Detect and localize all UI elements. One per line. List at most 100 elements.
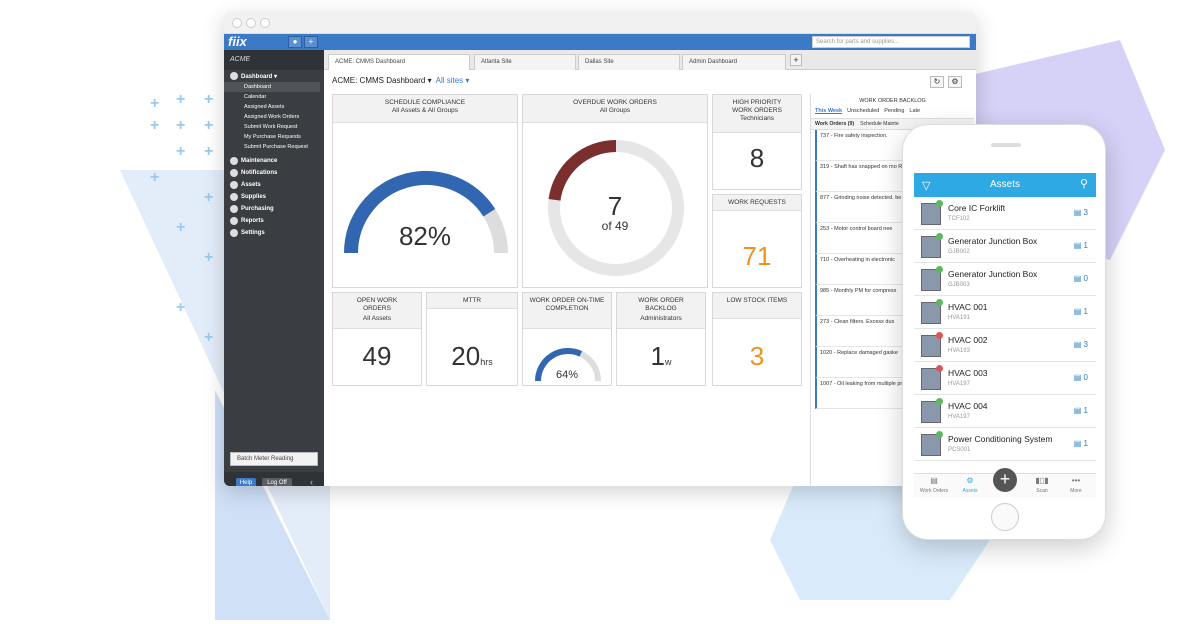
plus-decoration-icon: + (204, 329, 214, 346)
list-item[interactable]: HVAC 001 HVA191 ▤ 1 (914, 296, 1096, 329)
tab-scan[interactable]: Scan (1036, 488, 1048, 494)
list-item[interactable]: Generator Junction Box GJB003 ▤ 0 (914, 263, 1096, 296)
tab-atlanta-site[interactable]: Atlanta Site (474, 54, 576, 70)
asset-id: HVA197 (948, 414, 970, 420)
work-order-count[interactable]: ▤ 1 (1073, 307, 1088, 316)
window-dot[interactable] (246, 18, 256, 28)
list-item[interactable]: 273 - Clean filters. Excess dus (815, 316, 974, 347)
low-stock-widget[interactable]: LOW STOCK ITEMS 3 (712, 292, 802, 386)
window-dot[interactable] (260, 18, 270, 28)
sidebar-subitem[interactable]: Assigned Work Orders (244, 114, 300, 120)
sidebar-subitem[interactable]: My Purchase Requests (244, 134, 301, 140)
list-item[interactable]: 319 - Shaft has snapped on mo Replacemen… (815, 161, 974, 192)
settings-icon[interactable]: ⚙ (948, 76, 962, 88)
backlog-subtab[interactable]: Schedule Mainte (860, 121, 899, 127)
assets-icon (230, 181, 238, 189)
list-item[interactable]: 1007 - Oil leaking from multiple press. (815, 378, 974, 409)
sidebar-subitem[interactable]: Calendar (244, 94, 267, 100)
clipboard-icon: ▤ (1073, 406, 1082, 415)
sidebar-subitem[interactable]: Dashboard (224, 82, 320, 92)
backlog-tab[interactable]: Unscheduled (847, 108, 880, 114)
backlog-subtab[interactable]: Work Orders (9) (815, 121, 855, 127)
tab-cmms-dashboard[interactable]: ACME: CMMS Dashboard (328, 54, 470, 70)
help-button[interactable]: Help (236, 478, 256, 486)
sidebar-subitem[interactable]: Assigned Assets (244, 104, 285, 110)
on-time-completion-widget[interactable]: WORK ORDER ON-TIME COMPLETION 64% (522, 292, 612, 386)
sites-dropdown[interactable]: All sites ▾ (435, 76, 470, 85)
list-item[interactable]: 877 - Grinding noise detected. be taken … (815, 192, 974, 223)
mttr-widget[interactable]: MTTR 20hrs (426, 292, 518, 386)
filter-icon[interactable]: ▽ (922, 180, 931, 192)
tab-dallas-site[interactable]: Dallas Site (578, 54, 680, 70)
barcode-icon[interactable]: ▮▯▮ (1035, 476, 1049, 485)
browser-window: fiix ● + Search for parts and supplies..… (224, 12, 976, 486)
sidebar-item-dashboard[interactable]: Dashboard ▾ (224, 70, 324, 82)
work-order-count[interactable]: ▤ 1 (1073, 241, 1088, 250)
sidebar-item-assets[interactable]: Assets (224, 179, 324, 191)
backlog-tab[interactable]: Pending (884, 108, 905, 114)
open-work-orders-widget[interactable]: OPEN WORK ORDERS All Assets 49 (332, 292, 422, 386)
backlog-widget[interactable]: WORK ORDER BACKLOG Administrators 1w (616, 292, 706, 386)
sidebar-item-maintenance[interactable]: Maintenance (224, 155, 324, 167)
asset-name: Power Conditioning System (948, 434, 1053, 444)
assets-icon[interactable]: ⚙ (966, 476, 974, 485)
work-order-count[interactable]: ▤ 0 (1073, 274, 1088, 283)
sidebar-item-supplies[interactable]: Supplies (224, 191, 324, 203)
sidebar-subitem[interactable]: Submit Work Request (244, 124, 298, 130)
batch-meter-reading-button[interactable]: Batch Meter Reading (230, 452, 318, 466)
list-item[interactable]: Power Conditioning System PCS001 ▤ 1 (914, 428, 1096, 461)
home-button[interactable] (991, 503, 1019, 531)
list-item[interactable]: 253 - Motor control board nee (815, 223, 974, 254)
sidebar-item-settings[interactable]: Settings (224, 227, 324, 239)
status-dot (936, 398, 943, 405)
list-item[interactable]: 737 - Fire safety inspection. (815, 130, 974, 161)
add-icon[interactable]: + (304, 36, 318, 48)
asset-name: HVAC 003 (948, 368, 988, 378)
backlog-tab[interactable]: This Week (815, 108, 843, 114)
add-tab-button[interactable]: + (790, 54, 802, 66)
logoff-button[interactable]: Log Off (262, 478, 292, 486)
mttr-value: 20hrs (451, 341, 493, 371)
work-order-count[interactable]: ▤ 1 (1073, 439, 1088, 448)
list-item[interactable]: Generator Junction Box GJB002 ▤ 1 (914, 230, 1096, 263)
work-requests-widget[interactable]: WORK REQUESTS 71 (712, 194, 802, 288)
list-item[interactable]: HVAC 004 HVA197 ▤ 1 (914, 395, 1096, 428)
overdue-work-orders-widget[interactable]: OVERDUE WORK ORDERS All Groups 7 of 49 (522, 94, 708, 288)
list-item[interactable]: 985 - Monthly PM for compress (815, 285, 974, 316)
dashboard-title[interactable]: ACME: CMMS Dashboard ▾ All sites ▾ (332, 76, 470, 85)
global-search-input[interactable]: Search for parts and supplies... (812, 36, 970, 48)
widget-header: WORK ORDER BACKLOG Administrators (617, 293, 705, 329)
tab-work-orders[interactable]: Work Orders (919, 488, 949, 494)
schedule-compliance-widget[interactable]: SCHEDULE COMPLIANCE All Assets & All Grou… (332, 94, 518, 288)
search-icon[interactable]: ⚲ (1079, 178, 1088, 190)
tab-admin-dashboard[interactable]: Admin Dashboard (682, 54, 786, 70)
asset-name: Core IC Forklift (948, 203, 1006, 213)
work-order-count[interactable]: ▤ 3 (1073, 340, 1088, 349)
work-order-count[interactable]: ▤ 3 (1073, 208, 1088, 217)
list-item[interactable]: 1020 - Replace damaged gaske (815, 347, 974, 378)
work-order-count[interactable]: ▤ 1 (1073, 406, 1088, 415)
list-item[interactable]: 710 - Overheating in electronic (815, 254, 974, 285)
sidebar-item-purchasing[interactable]: Purchasing (224, 203, 324, 215)
sidebar-item-reports[interactable]: Reports (224, 215, 324, 227)
high-priority-widget[interactable]: HIGH PRIORITY WORK ORDERS Technicians 8 (712, 94, 802, 190)
sidebar-subitem[interactable]: Submit Purchase Request (244, 144, 308, 150)
collapse-sidebar-icon[interactable]: ‹ (310, 477, 313, 486)
backlog-tab[interactable]: Late (909, 108, 921, 114)
status-dot (936, 431, 943, 438)
tab-assets[interactable]: Assets (962, 488, 978, 494)
add-button[interactable]: + (993, 468, 1017, 492)
list-item[interactable]: Core IC Forklift TCF102 ▤ 3 (914, 197, 1096, 230)
window-dot[interactable] (232, 18, 242, 28)
list-item[interactable]: HVAC 002 HVA193 ▤ 3 (914, 329, 1096, 362)
widget-header: WORK ORDER ON-TIME COMPLETION (523, 293, 611, 329)
work-orders-icon[interactable]: ▤ (930, 476, 938, 485)
tab-more[interactable]: More (1070, 488, 1082, 494)
work-order-count[interactable]: ▤ 0 (1073, 373, 1088, 382)
refresh-icon[interactable]: ↻ (930, 76, 944, 88)
user-icon[interactable]: ● (288, 36, 302, 48)
app-topbar: fiix ● + Search for parts and supplies..… (224, 34, 976, 50)
more-icon[interactable]: ••• (1071, 476, 1081, 485)
sidebar-item-notifications[interactable]: Notifications (224, 167, 324, 179)
list-item[interactable]: HVAC 003 HVA197 ▤ 0 (914, 362, 1096, 395)
